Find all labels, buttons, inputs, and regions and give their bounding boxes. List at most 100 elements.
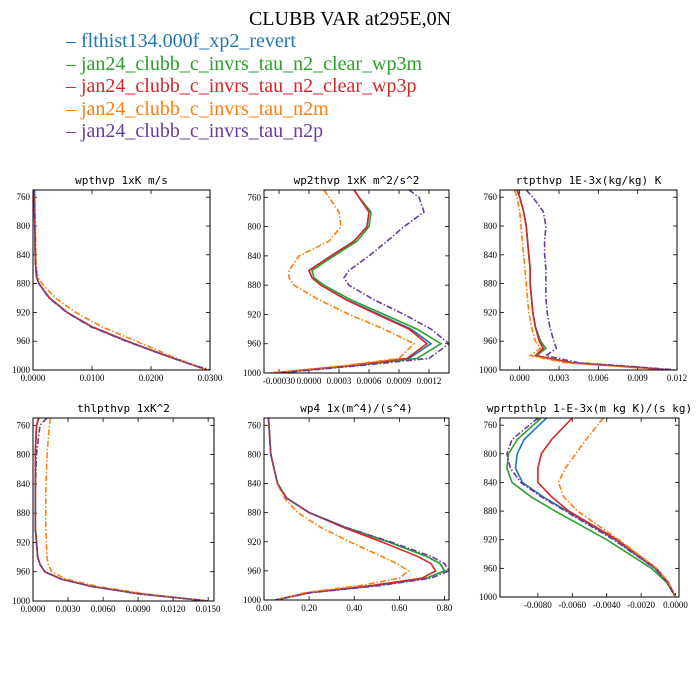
x-tick-label: 0.003 — [549, 373, 570, 383]
y-tick-label: 840 — [17, 250, 31, 260]
legend-line-marker: – — [66, 97, 81, 120]
chart-panel: wp2thvp 1xK m^2/s^2 -0.00030 0.0000 0.0003 0… — [243, 174, 450, 386]
x-tick-label: 0.0003 — [327, 376, 352, 386]
y-tick-label: 920 — [484, 307, 498, 317]
y-tick-label: 960 — [17, 336, 31, 346]
y-tick-label: 840 — [484, 250, 498, 260]
legend-entry: – jan24_clubb_c_invrs_tau_n2_clear_wp3m — [66, 53, 422, 76]
x-tick-label: -0.00030 — [263, 376, 296, 386]
x-tick-label: 0.0000 — [21, 373, 46, 383]
y-tick-label: 880 — [17, 508, 31, 518]
x-tick-label: 0.20 — [301, 603, 317, 613]
y-tick-label: 840 — [484, 477, 498, 487]
x-tick-label: 0.0000 — [21, 604, 46, 614]
y-tick-label: 800 — [248, 449, 262, 459]
panel-title: wp4 1x(m^4)/(s^4) — [300, 402, 413, 415]
y-tick-label: 880 — [248, 280, 262, 290]
y-tick-label: 960 — [248, 566, 262, 576]
x-tick-label: 0.80 — [437, 603, 453, 613]
y-tick-label: 920 — [484, 535, 498, 545]
plot-frame — [32, 417, 215, 602]
series-line — [44, 418, 209, 601]
plot-frame — [263, 417, 450, 601]
x-tick-label: 0.0009 — [387, 376, 412, 386]
plot-frame — [499, 417, 680, 598]
y-tick-label: 920 — [248, 537, 262, 547]
y-tick-label: 920 — [17, 537, 31, 547]
series-line — [267, 418, 449, 600]
x-tick-label: 0.0006 — [357, 376, 382, 386]
series-line — [278, 190, 449, 373]
series-line — [268, 190, 416, 373]
series-line — [525, 190, 677, 370]
series-line — [537, 418, 677, 597]
legend-line-marker: – — [66, 75, 81, 97]
legend: – flthist134.000f_xp2_revert – jan24_clu… — [66, 30, 422, 143]
x-tick-label: 0.0150 — [196, 604, 221, 614]
chart-panel: wpthvp 1xK m/s 0.0000 0.0100 0.0200 0.0300 76… — [12, 174, 223, 383]
series-line — [273, 190, 433, 373]
series-line — [273, 190, 443, 373]
series-line — [34, 418, 209, 601]
figure-title: CLUBB VAR at295E,0N — [248, 8, 452, 30]
x-tick-label: 0.009 — [628, 373, 649, 383]
y-tick-label: 1000 — [479, 365, 498, 375]
x-tick-label: -0.0040 — [593, 600, 621, 610]
chart-panel: wp4 1x(m^4)/(s^4) 0.00 0.20 0.40 0.60 0.80 760… — [243, 402, 453, 613]
legend-line-marker: – — [66, 30, 81, 52]
legend-entry: – jan24_clubb_c_invrs_tau_n2p — [66, 120, 422, 143]
y-tick-label: 880 — [484, 279, 498, 289]
x-tick-label: 0.0000 — [663, 600, 688, 610]
x-tick-label: -0.0060 — [558, 600, 586, 610]
series-line — [34, 190, 208, 370]
x-tick-label: 0.0090 — [126, 604, 151, 614]
y-tick-label: 880 — [17, 279, 31, 289]
x-tick-label: -0.0020 — [627, 600, 655, 610]
plot-frame — [32, 189, 211, 371]
x-tick-label: 0.0120 — [161, 604, 186, 614]
y-tick-label: 1000 — [243, 595, 262, 605]
panel-title: wprtpthlp 1-E-3x(m kg K)/(s kg) — [487, 402, 692, 415]
series-line — [273, 190, 429, 373]
y-tick-label: 920 — [17, 307, 31, 317]
legend-label: jan24_clubb_c_invrs_tau_n2_clear_wp3p — [81, 75, 417, 97]
y-tick-label: 800 — [248, 222, 262, 232]
series-line — [506, 418, 677, 597]
legend-entry: – jan24_clubb_c_invrs_tau_n2m — [66, 98, 422, 121]
x-tick-label: 0.0060 — [91, 604, 116, 614]
y-tick-label: 800 — [17, 450, 31, 460]
y-tick-label: 1000 — [12, 365, 31, 375]
series-line — [516, 190, 671, 370]
y-tick-label: 960 — [248, 339, 262, 349]
y-tick-label: 920 — [248, 309, 262, 319]
series-line — [33, 190, 208, 370]
x-tick-label: 0.012 — [667, 373, 687, 383]
y-tick-label: 840 — [248, 251, 262, 261]
x-tick-label: 0.0000 — [297, 376, 322, 386]
chart-panel: wprtpthlp 1-E-3x(m kg K)/(s kg) -0.0080 -0… — [479, 402, 692, 610]
series-line — [33, 190, 208, 370]
legend-label: jan24_clubb_c_invrs_tau_n2p — [81, 120, 324, 142]
y-tick-label: 960 — [17, 567, 31, 577]
y-tick-label: 760 — [484, 420, 498, 430]
series-line — [267, 418, 410, 600]
legend-entry: – jan24_clubb_c_invrs_tau_n2_clear_wp3p — [66, 75, 422, 98]
y-tick-label: 960 — [484, 336, 498, 346]
y-tick-label: 800 — [17, 221, 31, 231]
y-tick-label: 960 — [484, 563, 498, 573]
x-tick-label: 0.00 — [256, 603, 272, 613]
panel-title: rtpthvp 1E-3x(kg/kg) K — [516, 174, 662, 187]
y-tick-label: 760 — [248, 192, 262, 202]
legend-line-marker: – — [66, 120, 81, 142]
y-tick-label: 800 — [484, 221, 498, 231]
x-tick-label: -0.0080 — [524, 600, 552, 610]
x-tick-label: 0.40 — [346, 603, 362, 613]
y-tick-label: 760 — [17, 420, 31, 430]
legend-label: flthist134.000f_xp2_revert — [81, 30, 296, 52]
legend-label: jan24_clubb_c_invrs_tau_n2m — [81, 97, 329, 120]
y-tick-label: 880 — [484, 506, 498, 516]
x-tick-label: 0.0100 — [80, 373, 105, 383]
legend-label: jan24_clubb_c_invrs_tau_n2_clear_wp3m — [81, 52, 423, 75]
y-tick-label: 760 — [484, 192, 498, 202]
y-tick-label: 760 — [17, 192, 31, 202]
